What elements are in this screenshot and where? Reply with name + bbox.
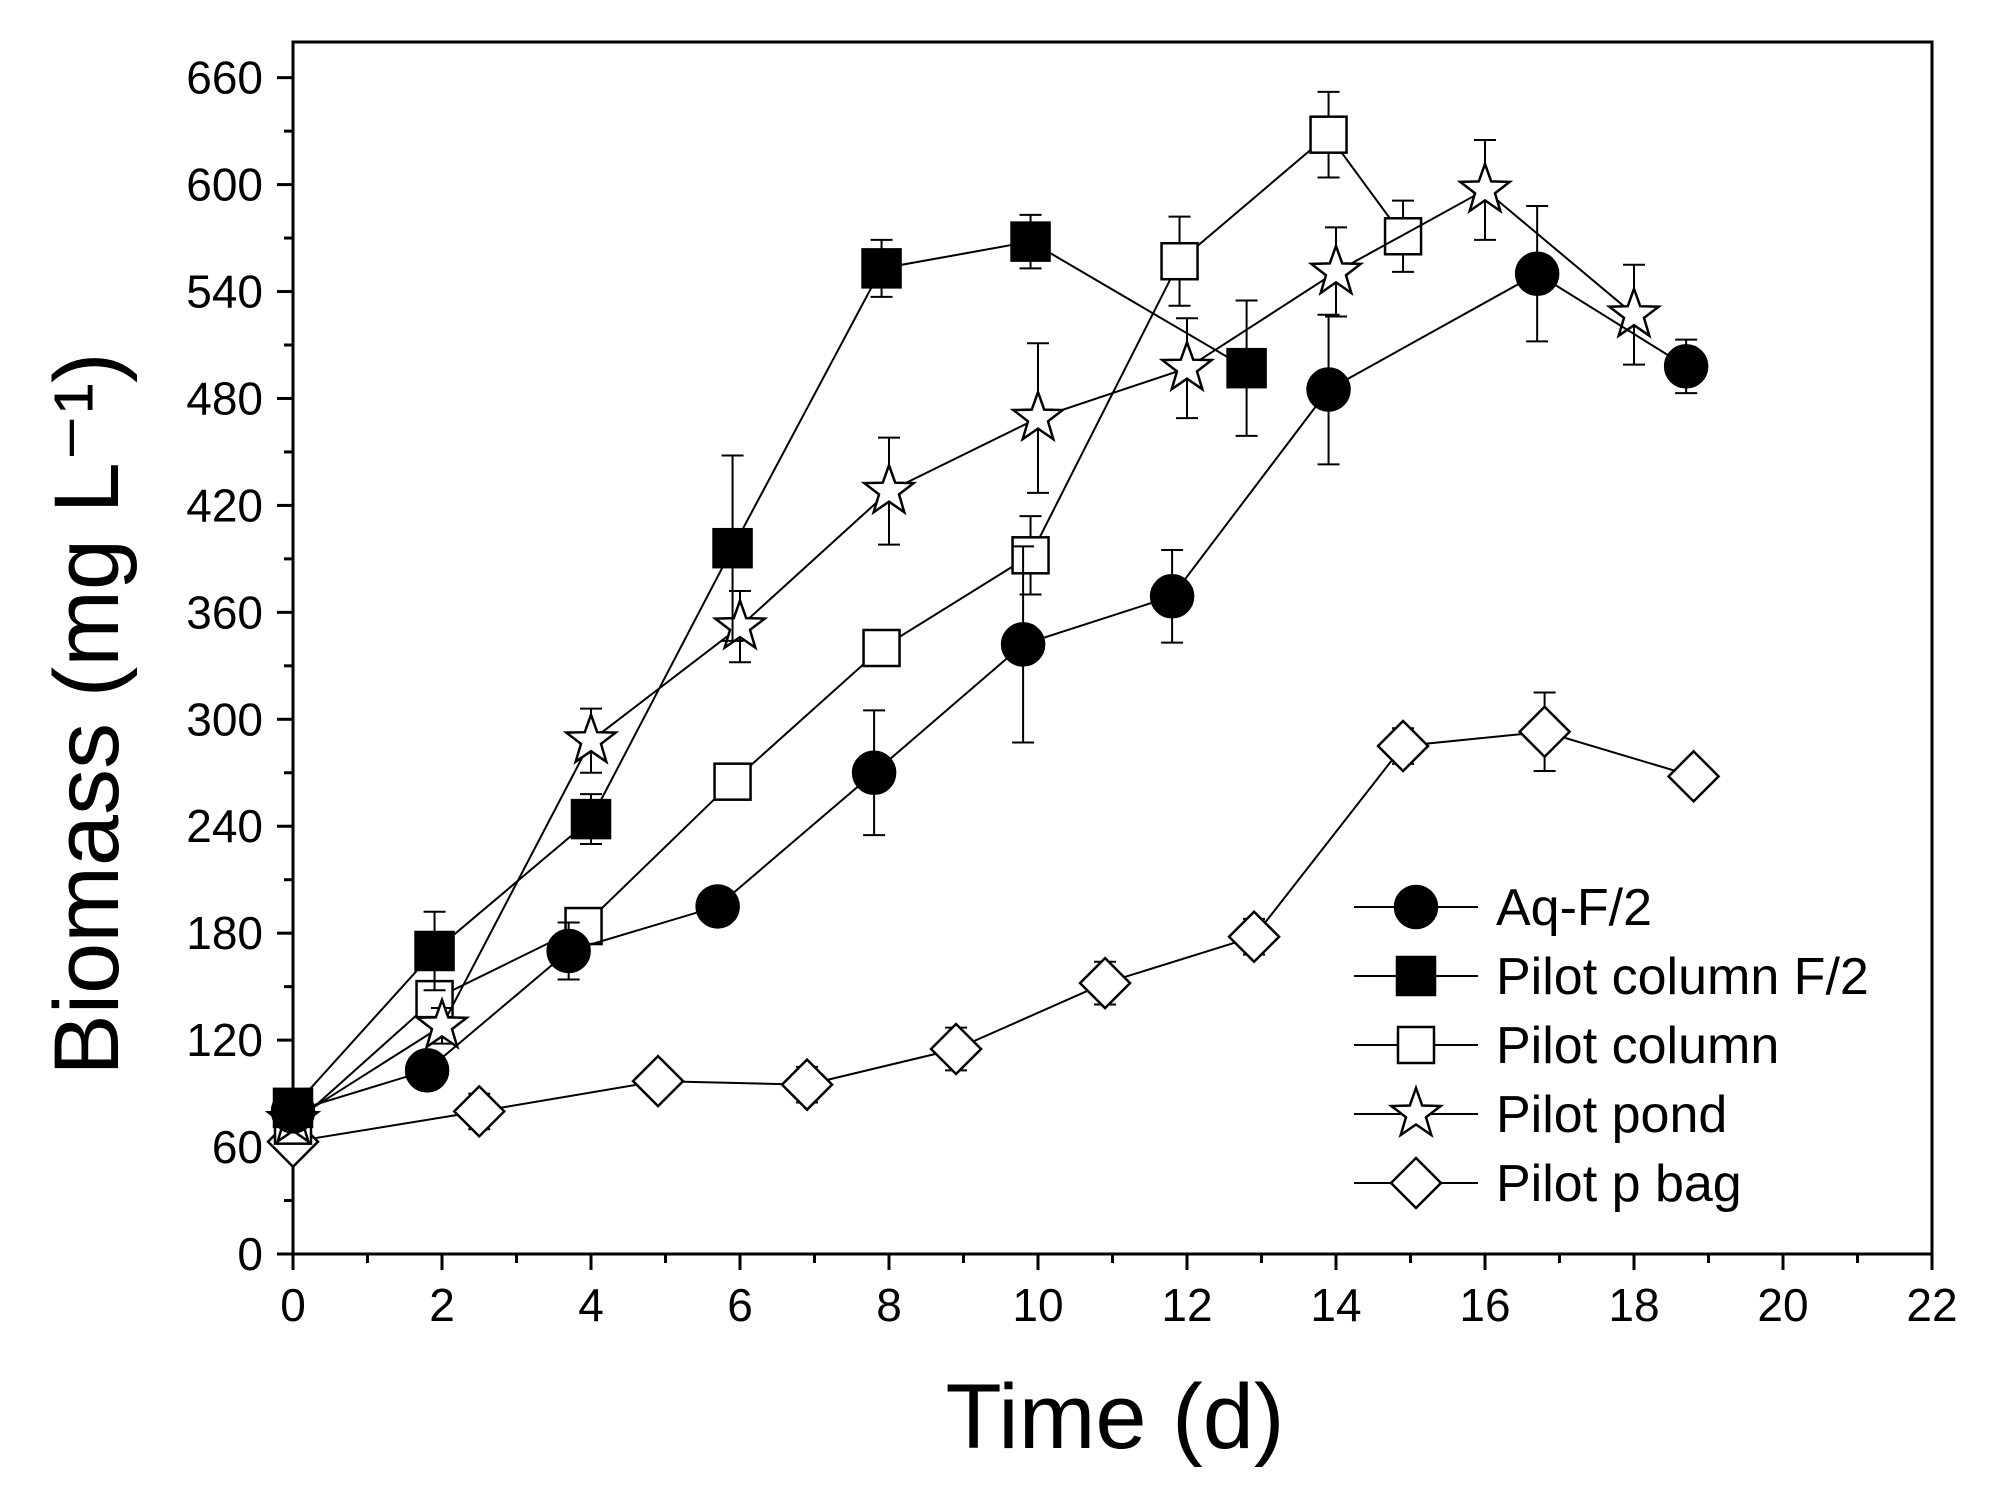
x-tick-label: 20 (1757, 1279, 1808, 1331)
data-point (1376, 719, 1430, 773)
data-point (272, 1087, 314, 1129)
legend-label: Pilot p bag (1496, 1155, 1742, 1213)
data-point (1226, 347, 1267, 389)
data-point (1517, 705, 1572, 759)
legend-label: Aq-F/2 (1496, 879, 1652, 937)
data-point (413, 996, 471, 1050)
y-tick-label: 660 (186, 52, 263, 104)
x-tick-label: 22 (1906, 1279, 1957, 1331)
data-point (1078, 956, 1132, 1010)
legend-entry: Pilot pond (1354, 1084, 1727, 1144)
data-point (570, 798, 612, 840)
data-point (1307, 242, 1365, 297)
x-tick-label: 10 (1012, 1279, 1063, 1331)
data-point (546, 928, 591, 974)
data-point (1149, 574, 1195, 619)
series-pilot-column (273, 90, 1423, 1145)
y-tick-label: 0 (237, 1228, 263, 1280)
data-point (711, 596, 769, 651)
data-point (851, 750, 897, 796)
x-tick-label: 8 (876, 1279, 902, 1331)
data-point (1309, 115, 1348, 154)
axes-layer: 0 2 4 6 8 10 12 14 16 18 20 22 0 60 120 180 240 300 360 420… (186, 40, 1958, 1331)
legend-marker (1393, 884, 1439, 930)
legend-label: Pilot column (1496, 1017, 1779, 1075)
legend-entry: Pilot column F/2 (1354, 948, 1869, 1006)
x-tick-label: 4 (578, 1279, 604, 1331)
legend-marker (1396, 1025, 1436, 1065)
data-point (1456, 160, 1514, 215)
data-point (860, 461, 918, 516)
data-point (1009, 388, 1067, 443)
data-point (562, 710, 620, 765)
data-point (1160, 241, 1199, 281)
series-pilot-p-bag (266, 691, 1721, 1169)
x-tick-label: 16 (1459, 1279, 1510, 1331)
x-tick-label: 2 (429, 1279, 455, 1331)
data-point (712, 527, 753, 569)
y-tick-label: 300 (186, 693, 263, 745)
series-pilot-column-f-2 (272, 213, 1267, 1129)
data-point (1666, 749, 1721, 804)
data-point (404, 1048, 450, 1093)
series-layer (264, 90, 1721, 1169)
series-line (292, 730, 1694, 1143)
legend-label: Pilot pond (1496, 1086, 1727, 1144)
data-point (1158, 338, 1216, 393)
data-point (1000, 622, 1046, 667)
data-point (862, 628, 901, 668)
y-axis-label: Biomass (mg L⁻¹) (36, 352, 138, 1075)
legend-marker (1387, 1084, 1445, 1139)
y-tick-label: 180 (186, 907, 263, 959)
x-axis-label: Time (d) (945, 1366, 1284, 1468)
data-point (713, 762, 752, 801)
data-point (929, 1022, 983, 1076)
y-tick-label: 240 (186, 800, 263, 852)
data-point (1514, 251, 1560, 296)
y-tick-label: 60 (212, 1121, 263, 1173)
x-tick-label: 14 (1310, 1279, 1361, 1331)
legend-label: Pilot column F/2 (1496, 948, 1869, 1006)
y-tick-label: 120 (186, 1014, 263, 1066)
legend-entry: Pilot p bag (1354, 1155, 1742, 1213)
y-tick-label: 540 (186, 266, 263, 318)
data-point (1227, 909, 1281, 964)
data-point (780, 1057, 834, 1112)
x-tick-label: 6 (727, 1279, 753, 1331)
data-point (861, 248, 902, 289)
data-point (414, 930, 455, 972)
legend-entry: Pilot column (1354, 1017, 1779, 1075)
y-tick-label: 420 (186, 479, 263, 531)
data-point (1011, 536, 1050, 575)
series-aq-f-2 (270, 204, 1709, 1134)
legend-marker (1395, 955, 1437, 997)
y-tick-label: 480 (186, 372, 263, 424)
y-tick-label: 600 (186, 159, 263, 211)
series-line (292, 188, 1635, 1122)
data-point (452, 1084, 507, 1139)
data-point (695, 884, 740, 929)
data-point (1663, 344, 1709, 389)
data-point (1383, 217, 1423, 256)
legend-entry: Aq-F/2 (1354, 879, 1652, 937)
data-point (1010, 221, 1051, 262)
legend: Aq-F/2 Pilot column F/2 Pilot column Pilot … (1354, 879, 1869, 1213)
series-line (292, 133, 1404, 1127)
data-point (1306, 367, 1351, 412)
x-tick-label: 0 (280, 1279, 306, 1331)
x-tick-label: 18 (1608, 1279, 1659, 1331)
x-tick-label: 12 (1161, 1279, 1212, 1331)
legend-marker (1389, 1156, 1443, 1210)
data-point (1605, 284, 1663, 339)
series-line (292, 272, 1687, 1113)
y-tick-label: 360 (186, 586, 263, 638)
data-point (631, 1054, 685, 1108)
series-pilot-pond (264, 139, 1663, 1145)
